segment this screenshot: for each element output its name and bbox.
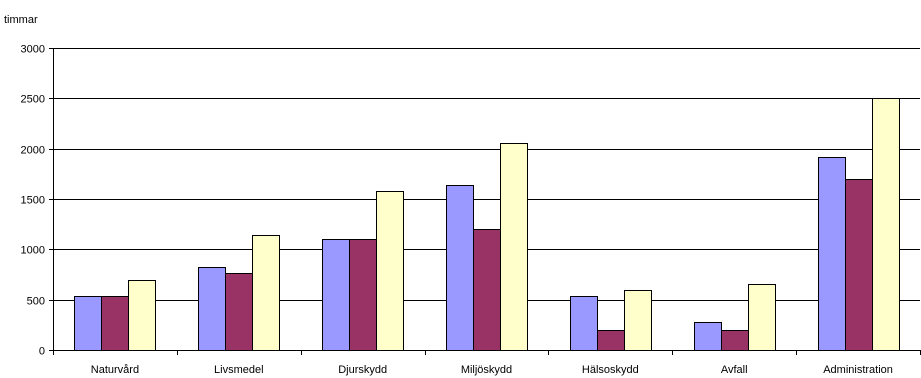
bar [845, 179, 873, 351]
bar [349, 239, 377, 351]
y-tick-label: 2000 [21, 145, 45, 157]
y-tick-label: 2500 [21, 94, 45, 106]
bar [597, 330, 625, 351]
y-tick-label: 1000 [21, 245, 45, 257]
bar [473, 229, 501, 351]
bar [818, 157, 846, 351]
bar [252, 235, 280, 351]
y-axis-unit-label: timmar [4, 14, 38, 26]
y-tick-label: 500 [27, 296, 45, 308]
bar [225, 273, 253, 351]
bar [570, 296, 598, 351]
y-tick-label: 1500 [21, 195, 45, 207]
bar [198, 267, 226, 351]
x-category-label: Livsmedel [214, 364, 264, 376]
x-category-label: Djurskydd [338, 364, 387, 376]
x-category-label: Administration [823, 364, 893, 376]
bar [721, 330, 749, 351]
x-category-label: Naturvård [91, 364, 139, 376]
bar [500, 143, 528, 351]
x-axis-labels: Naturvård Livsmedel Djurskydd Miljöskydd Häl… [91, 364, 893, 376]
x-category-label: Avfall [721, 364, 748, 376]
bar [322, 239, 350, 351]
bars [74, 98, 900, 351]
y-axis-ticks: 0 500 1000 1500 2000 2500 3000 [21, 44, 45, 358]
bar [446, 185, 474, 351]
bar [624, 290, 652, 351]
bar [872, 98, 900, 351]
bar [74, 296, 102, 351]
bar [748, 284, 776, 351]
x-category-label: Miljöskydd [461, 364, 512, 376]
bar [101, 296, 129, 351]
y-tick-label: 0 [39, 346, 45, 358]
bar [694, 322, 722, 351]
bar [376, 191, 404, 351]
x-category-label: Hälsoskydd [582, 364, 639, 376]
bar [128, 280, 156, 351]
y-tick-label: 3000 [21, 44, 45, 56]
